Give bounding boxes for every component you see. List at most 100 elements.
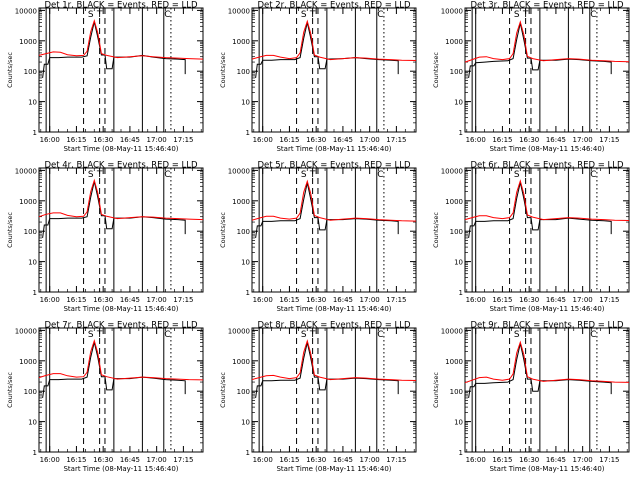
x-tick-label: 16:45 [546, 456, 566, 464]
y-tick-label: 100 [24, 388, 37, 396]
x-tick-label: 17:15 [173, 456, 193, 464]
x-tick-label: 16:15 [492, 456, 512, 464]
series-line-events [42, 21, 186, 78]
flag-letter: S [301, 10, 307, 20]
x-tick-label: 16:00 [253, 136, 273, 144]
x-tick-label: 16:00 [253, 456, 273, 464]
flag-letter: C [164, 10, 170, 20]
flag-letter: S [514, 10, 520, 20]
x-tick-label: 16:45 [333, 136, 353, 144]
plot-frame [251, 167, 417, 293]
chart-title: Det 6r, BLACK = Events, RED = LLD [470, 161, 624, 171]
y-tick-label: 10000 [441, 167, 463, 175]
y-tick-label: 10000 [228, 167, 250, 175]
y-axis-label: Counts/sec [6, 212, 14, 248]
x-tick-label: 17:00 [573, 296, 593, 304]
y-axis-label: Counts/sec [6, 52, 14, 88]
y-tick-label: 100 [24, 68, 37, 76]
plot-frame [38, 327, 204, 453]
x-tick-label: 17:00 [360, 296, 380, 304]
flag-letter: T [96, 170, 103, 180]
x-tick-label: 17:15 [599, 136, 619, 144]
y-tick-label: 1000 [19, 38, 37, 46]
flag-letter: S [301, 330, 307, 340]
x-axis-label: Start Time (08-May-11 15:46:40) [63, 305, 178, 313]
y-tick-label: 10 [454, 99, 463, 107]
x-tick-label: 16:45 [120, 456, 140, 464]
y-tick-label: 1 [33, 289, 37, 297]
chart-panel-9: Det 9r, BLACK = Events, RED = LLD 1 10 100 1… [432, 321, 630, 473]
x-tick-label: 16:00 [40, 296, 60, 304]
flag-letter: T [522, 170, 529, 180]
y-tick-label: 10000 [441, 7, 463, 15]
x-tick-label: 16:15 [279, 296, 299, 304]
x-axis-label: Start Time (08-May-11 15:46:40) [63, 465, 178, 473]
y-tick-label: 10000 [228, 7, 250, 15]
y-tick-label: 10 [241, 419, 250, 427]
chart-panel-5: Det 5r, BLACK = Events, RED = LLD 1 10 100 1… [219, 161, 417, 313]
y-tick-label: 100 [450, 68, 463, 76]
x-axis-label: Start Time (08-May-11 15:46:40) [489, 305, 604, 313]
y-tick-label: 1000 [445, 358, 463, 366]
series-line-lld [251, 19, 417, 61]
flag-letter: T [522, 330, 529, 340]
flag-letter: C [164, 170, 170, 180]
plot-frame [251, 327, 417, 453]
y-tick-label: 10 [454, 259, 463, 267]
y-tick-label: 1 [246, 129, 250, 137]
x-tick-label: 16:30 [519, 456, 539, 464]
x-tick-label: 17:00 [360, 456, 380, 464]
series-line-lld [464, 179, 630, 221]
x-tick-label: 17:15 [386, 296, 406, 304]
x-tick-label: 16:30 [93, 296, 113, 304]
x-tick-label: 16:30 [306, 296, 326, 304]
series-line-events [255, 182, 399, 238]
x-tick-label: 16:15 [279, 136, 299, 144]
x-tick-label: 16:45 [333, 456, 353, 464]
y-tick-label: 1000 [19, 198, 37, 206]
y-tick-label: 100 [450, 228, 463, 236]
series-line-lld [464, 20, 630, 63]
y-axis-label: Counts/sec [432, 372, 440, 408]
chart-panel-1: Det 1r, BLACK = Events, RED = LLD 1 10 100 1… [6, 1, 204, 153]
flag-letter: T [309, 10, 316, 20]
y-tick-label: 1000 [19, 358, 37, 366]
y-tick-label: 1000 [445, 38, 463, 46]
y-tick-label: 10 [28, 419, 37, 427]
series-line-events [468, 182, 612, 238]
x-tick-label: 16:15 [66, 296, 86, 304]
x-tick-label: 17:15 [599, 456, 619, 464]
x-tick-label: 16:15 [279, 456, 299, 464]
x-tick-label: 16:00 [40, 456, 60, 464]
x-tick-label: 16:30 [519, 296, 539, 304]
x-tick-label: 16:45 [333, 296, 353, 304]
flag-letter: C [377, 330, 383, 340]
y-tick-label: 10 [28, 259, 37, 267]
series-line-lld [251, 179, 417, 222]
y-tick-label: 1 [246, 449, 250, 457]
y-tick-label: 1 [33, 449, 37, 457]
series-line-events [468, 23, 612, 78]
x-tick-label: 17:00 [573, 136, 593, 144]
x-tick-label: 17:15 [386, 136, 406, 144]
series-line-events [468, 343, 612, 398]
y-tick-label: 10 [241, 99, 250, 107]
chart-title: Det 9r, BLACK = Events, RED = LLD [470, 321, 624, 331]
flag-letter: C [590, 330, 596, 340]
x-tick-label: 17:15 [599, 296, 619, 304]
series-line-lld [464, 340, 630, 384]
x-axis-label: Start Time (08-May-11 15:46:40) [276, 305, 391, 313]
flag-letter: C [164, 330, 170, 340]
x-tick-label: 16:00 [40, 136, 60, 144]
y-axis-label: Counts/sec [432, 52, 440, 88]
chart-title: Det 1r, BLACK = Events, RED = LLD [44, 1, 198, 11]
plot-frame [38, 7, 204, 133]
series-line-lld [38, 18, 204, 60]
x-axis-label: Start Time (08-May-11 15:46:40) [276, 145, 391, 153]
y-axis-label: Counts/sec [6, 372, 14, 408]
y-tick-label: 10 [28, 99, 37, 107]
chart-panel-6: Det 6r, BLACK = Events, RED = LLD 1 10 100 1… [432, 161, 630, 313]
series-line-events [42, 342, 186, 398]
flag-letter: S [514, 330, 520, 340]
